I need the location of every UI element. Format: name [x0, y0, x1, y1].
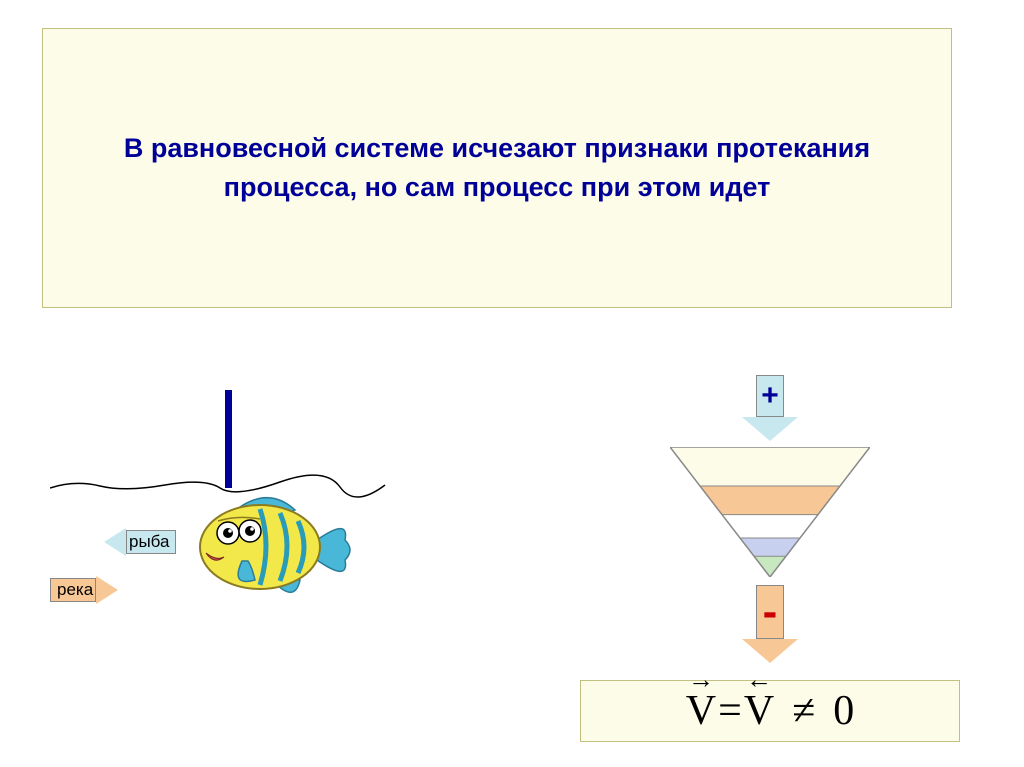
- plus-label: +: [761, 379, 779, 413]
- arrow-down-icon: [742, 639, 798, 663]
- formula-zero: 0: [833, 687, 854, 735]
- formula-v-forward: V: [686, 687, 716, 735]
- river-label: река: [57, 580, 93, 600]
- fishing-pole: [225, 390, 232, 488]
- formula-panel: V = V ≠ 0: [580, 680, 960, 742]
- title-panel: В равновесной системе исчезают признаки …: [42, 28, 952, 308]
- funnel-icon: [670, 447, 870, 582]
- fish-diagram: рыба река: [50, 390, 410, 650]
- minus-label: -: [763, 592, 778, 632]
- fish-label-arrow: рыба: [104, 528, 176, 556]
- formula-equals: =: [718, 687, 742, 735]
- fish-label: рыба: [129, 532, 169, 552]
- formula-v-back: V: [744, 687, 774, 735]
- arrow-left-icon: [104, 528, 126, 556]
- river-label-arrow: река: [50, 576, 118, 604]
- fish-icon: [200, 498, 350, 593]
- plus-arrow: +: [742, 375, 798, 441]
- formula-neq: ≠: [792, 687, 815, 735]
- water-line: [50, 475, 385, 497]
- arrow-down-icon: [742, 417, 798, 441]
- title-text: В равновесной системе исчезают признаки …: [83, 129, 911, 207]
- minus-arrow: -: [742, 585, 798, 663]
- fish-svg: [50, 390, 410, 650]
- arrow-right-icon: [96, 576, 118, 604]
